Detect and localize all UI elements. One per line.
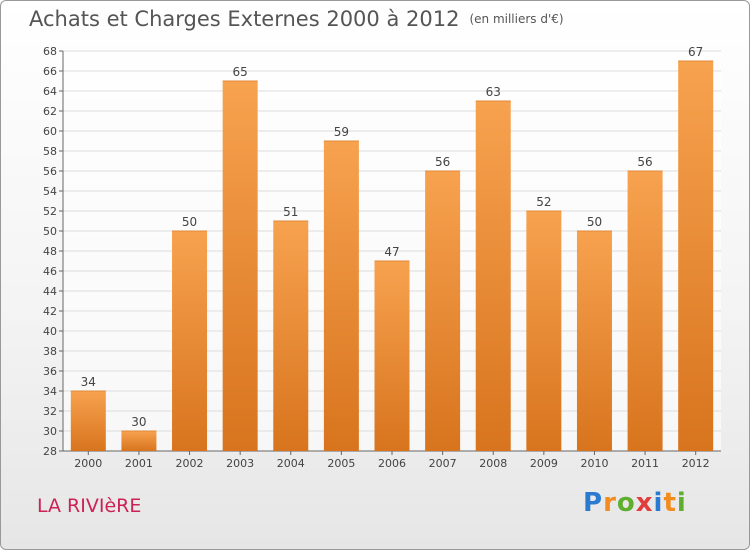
x-tick-label: 2005 [327, 457, 355, 470]
y-tick-label: 56 [43, 165, 57, 178]
y-tick-label: 40 [43, 325, 57, 338]
y-tick-label: 60 [43, 125, 57, 138]
data-label: 30 [131, 415, 146, 429]
logo-letter: o [616, 488, 636, 518]
logo-letter: i [676, 488, 687, 518]
x-tick-label: 2007 [429, 457, 457, 470]
y-tick-label: 32 [43, 405, 57, 418]
x-tick-label: 2001 [125, 457, 153, 470]
y-tick-label: 68 [43, 45, 57, 58]
bar [70, 391, 106, 451]
data-label: 59 [334, 125, 349, 139]
bar [273, 221, 309, 451]
bar [576, 231, 612, 451]
y-tick-label: 52 [43, 205, 57, 218]
data-label: 50 [182, 215, 197, 229]
x-tick-label: 2011 [631, 457, 659, 470]
x-tick-label: 2008 [479, 457, 507, 470]
data-label: 52 [536, 195, 551, 209]
y-tick-label: 58 [43, 145, 57, 158]
y-tick-label: 44 [43, 285, 57, 298]
y-tick-label: 46 [43, 265, 57, 278]
logo-letter: t [663, 488, 677, 518]
logo-letter: P [583, 488, 604, 518]
x-tick-label: 2012 [682, 457, 710, 470]
y-tick-label: 42 [43, 305, 57, 318]
y-tick-label: 54 [43, 185, 57, 198]
place-name: LA RIVIèRE [37, 495, 142, 517]
proxiti-logo: Proxiti [583, 488, 687, 518]
logo-letter: r [603, 488, 617, 518]
chart-title: Achats et Charges Externes 2000 à 2012 (e… [29, 7, 564, 31]
data-label: 56 [637, 155, 652, 169]
logo-letter: x [635, 488, 654, 518]
y-tick-label: 64 [43, 85, 57, 98]
x-tick-label: 2003 [226, 457, 254, 470]
data-label: 34 [81, 375, 96, 389]
bar [627, 171, 663, 451]
title-text: Achats et Charges Externes 2000 à 2012 [29, 7, 460, 31]
data-label: 51 [283, 205, 298, 219]
x-tick-label: 2010 [580, 457, 608, 470]
bar [526, 211, 562, 451]
logo-letter: i [653, 488, 664, 518]
data-label: 56 [435, 155, 450, 169]
bar [425, 171, 461, 451]
y-tick-label: 38 [43, 345, 57, 358]
data-label: 47 [384, 245, 399, 259]
y-tick-label: 66 [43, 65, 57, 78]
x-tick-label: 2009 [530, 457, 558, 470]
y-tick-label: 50 [43, 225, 57, 238]
x-tick-label: 2000 [74, 457, 102, 470]
x-tick-label: 2002 [176, 457, 204, 470]
chart-subtitle: (en milliers d'€) [469, 12, 564, 26]
y-tick-label: 36 [43, 365, 57, 378]
bar [121, 431, 157, 451]
data-label: 63 [486, 85, 501, 99]
bar [475, 101, 511, 451]
bar [222, 81, 258, 451]
data-label: 65 [233, 65, 248, 79]
y-tick-label: 48 [43, 245, 57, 258]
x-tick-label: 2004 [277, 457, 305, 470]
y-tick-label: 30 [43, 425, 57, 438]
y-tick-label: 34 [43, 385, 57, 398]
y-tick-label: 28 [43, 445, 57, 458]
y-tick-label: 62 [43, 105, 57, 118]
bar [323, 141, 359, 451]
data-label: 50 [587, 215, 602, 229]
bar [374, 261, 410, 451]
bar [172, 231, 208, 451]
data-label: 67 [688, 45, 703, 59]
x-tick-label: 2006 [378, 457, 406, 470]
bar [678, 61, 714, 451]
